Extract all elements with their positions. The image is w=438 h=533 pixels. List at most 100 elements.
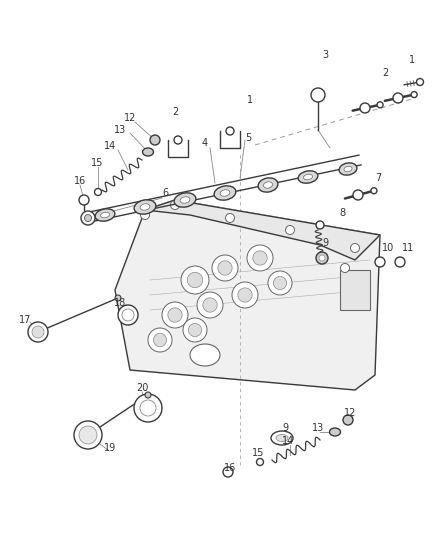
Text: 6: 6 bbox=[162, 188, 168, 198]
Circle shape bbox=[393, 93, 403, 103]
Circle shape bbox=[212, 255, 238, 281]
Circle shape bbox=[187, 272, 203, 288]
Text: 14: 14 bbox=[104, 141, 116, 151]
Ellipse shape bbox=[140, 204, 150, 210]
Ellipse shape bbox=[344, 166, 352, 172]
Text: 13: 13 bbox=[114, 125, 126, 135]
Text: 4: 4 bbox=[202, 138, 208, 148]
Ellipse shape bbox=[276, 434, 288, 441]
Circle shape bbox=[145, 392, 151, 398]
Text: 1: 1 bbox=[247, 95, 253, 105]
Ellipse shape bbox=[298, 171, 318, 183]
Circle shape bbox=[162, 302, 188, 328]
Circle shape bbox=[257, 458, 264, 465]
Circle shape bbox=[168, 308, 182, 322]
Text: 13: 13 bbox=[312, 423, 324, 433]
Circle shape bbox=[268, 271, 292, 295]
Circle shape bbox=[377, 102, 383, 108]
Circle shape bbox=[417, 78, 424, 85]
Circle shape bbox=[353, 190, 363, 200]
Text: 15: 15 bbox=[91, 158, 103, 168]
Circle shape bbox=[343, 415, 353, 425]
Ellipse shape bbox=[220, 190, 230, 196]
Ellipse shape bbox=[271, 431, 293, 445]
Ellipse shape bbox=[190, 344, 220, 366]
Circle shape bbox=[174, 136, 182, 144]
Circle shape bbox=[134, 394, 162, 422]
Text: 20: 20 bbox=[136, 383, 148, 393]
Polygon shape bbox=[115, 200, 380, 390]
Circle shape bbox=[311, 88, 325, 102]
Circle shape bbox=[188, 324, 201, 337]
Ellipse shape bbox=[95, 209, 115, 221]
Circle shape bbox=[95, 189, 102, 196]
Circle shape bbox=[79, 195, 89, 205]
Circle shape bbox=[150, 135, 160, 145]
Text: 16: 16 bbox=[224, 463, 236, 473]
Text: 3: 3 bbox=[322, 50, 328, 60]
Ellipse shape bbox=[180, 197, 190, 203]
Text: 19: 19 bbox=[104, 443, 116, 453]
Circle shape bbox=[79, 426, 97, 444]
Circle shape bbox=[81, 211, 95, 225]
Circle shape bbox=[115, 295, 121, 301]
Text: 5: 5 bbox=[245, 133, 251, 143]
Text: 16: 16 bbox=[74, 176, 86, 186]
Ellipse shape bbox=[258, 178, 278, 192]
Ellipse shape bbox=[264, 182, 272, 188]
Circle shape bbox=[153, 334, 166, 346]
Text: 14: 14 bbox=[282, 436, 294, 446]
Circle shape bbox=[411, 92, 417, 98]
Circle shape bbox=[350, 244, 360, 253]
Ellipse shape bbox=[174, 193, 196, 207]
Ellipse shape bbox=[339, 163, 357, 175]
Circle shape bbox=[148, 328, 172, 352]
Circle shape bbox=[371, 188, 377, 193]
Text: 11: 11 bbox=[402, 243, 414, 253]
Circle shape bbox=[223, 467, 233, 477]
Circle shape bbox=[238, 288, 252, 302]
Circle shape bbox=[74, 421, 102, 449]
Circle shape bbox=[181, 266, 209, 294]
Circle shape bbox=[360, 103, 370, 113]
Circle shape bbox=[32, 326, 44, 338]
Text: 12: 12 bbox=[124, 113, 136, 123]
Text: 9: 9 bbox=[322, 238, 328, 248]
Circle shape bbox=[170, 200, 180, 209]
Circle shape bbox=[203, 298, 217, 312]
Circle shape bbox=[85, 214, 92, 222]
Circle shape bbox=[319, 255, 325, 261]
Text: 9: 9 bbox=[282, 423, 288, 433]
Circle shape bbox=[375, 257, 385, 267]
Circle shape bbox=[226, 214, 234, 222]
Circle shape bbox=[247, 245, 273, 271]
Circle shape bbox=[28, 322, 48, 342]
Text: 1: 1 bbox=[409, 55, 415, 65]
Ellipse shape bbox=[304, 174, 312, 180]
Circle shape bbox=[253, 251, 267, 265]
Ellipse shape bbox=[214, 186, 236, 200]
Text: 12: 12 bbox=[344, 408, 356, 418]
Text: 17: 17 bbox=[19, 315, 31, 325]
Text: 18: 18 bbox=[114, 298, 126, 308]
Circle shape bbox=[395, 257, 405, 267]
Circle shape bbox=[197, 292, 223, 318]
Ellipse shape bbox=[329, 428, 340, 436]
Polygon shape bbox=[145, 200, 380, 260]
Circle shape bbox=[122, 309, 134, 321]
Circle shape bbox=[316, 252, 328, 264]
Circle shape bbox=[273, 277, 286, 289]
Text: 2: 2 bbox=[382, 68, 388, 78]
Text: 10: 10 bbox=[382, 243, 394, 253]
Circle shape bbox=[118, 305, 138, 325]
Ellipse shape bbox=[142, 148, 153, 156]
Circle shape bbox=[316, 221, 324, 229]
Text: 2: 2 bbox=[172, 107, 178, 117]
Circle shape bbox=[218, 261, 232, 275]
Circle shape bbox=[232, 282, 258, 308]
Ellipse shape bbox=[101, 212, 110, 218]
Circle shape bbox=[340, 263, 350, 272]
Circle shape bbox=[226, 127, 234, 135]
Circle shape bbox=[286, 225, 294, 235]
Text: 15: 15 bbox=[252, 448, 264, 458]
